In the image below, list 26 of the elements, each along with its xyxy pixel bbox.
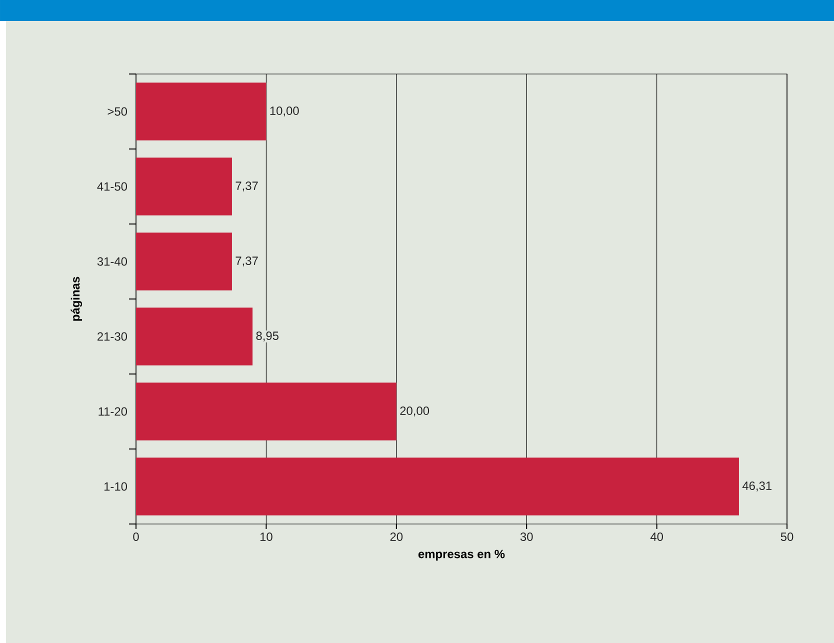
bar — [136, 232, 232, 290]
y-tick-label: >50 — [108, 107, 128, 116]
data-label: 7,37 — [236, 182, 258, 192]
data-label: 8,95 — [256, 332, 278, 342]
x-tick-label: 10 — [260, 532, 272, 541]
data-label: 46,31 — [742, 482, 772, 492]
bar — [136, 158, 232, 216]
y-tick-label: 11-20 — [98, 407, 128, 416]
y-tick-label: 41-50 — [97, 182, 128, 191]
bar — [136, 382, 396, 440]
bar — [136, 82, 266, 140]
x-axis-title: empresas en % — [418, 550, 505, 561]
y-axis-title: páginas — [70, 276, 82, 321]
y-tick-label: 31-40 — [97, 257, 128, 266]
x-tick-label: 50 — [780, 532, 794, 541]
x-tick-label: 40 — [650, 532, 663, 541]
y-tick-label: 21-30 — [98, 332, 128, 341]
bar — [136, 308, 253, 366]
data-label: 10,00 — [270, 106, 299, 116]
x-tick-label: 0 — [133, 532, 139, 541]
data-label: 20,00 — [400, 406, 430, 416]
bar — [136, 458, 739, 516]
y-tick-label: 1-10 — [104, 482, 128, 491]
x-tick-label: 20 — [390, 532, 403, 541]
data-label: 7,37 — [236, 256, 258, 266]
x-tick-label: 30 — [520, 532, 533, 541]
